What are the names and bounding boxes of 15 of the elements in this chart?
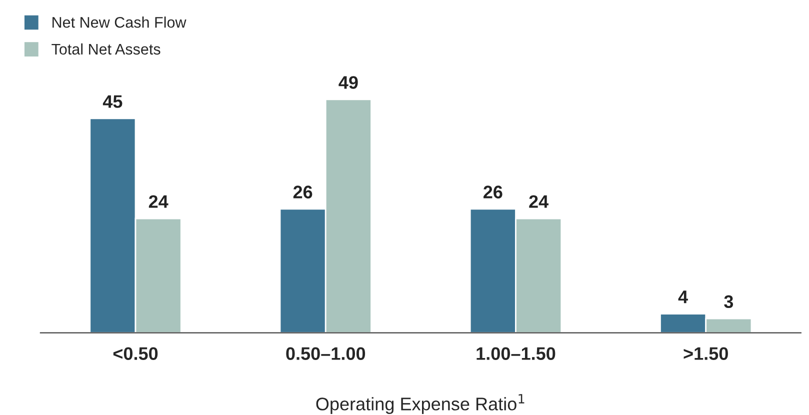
legend-label: Total Net Assets [52,43,160,55]
data-label: 24 [148,195,168,208]
data-label: 4 [678,290,688,304]
x-tick-label: <0.50 [113,347,158,360]
data-label: 26 [293,186,312,198]
x-tick-label: >1.50 [684,347,728,360]
x-axis-title: Operating Expense Ratio$^{1}$ [316,394,524,414]
legend-label: Net New Cash Flow [52,16,186,28]
x-tick-label: 0.50–1.00 [286,347,366,360]
data-label: 45 [102,95,122,108]
data-label: 26 [484,186,502,198]
data-label: 3 [724,295,734,308]
data-label: 49 [338,76,358,89]
data-label: 24 [529,195,548,208]
x-tick-label: 1.00–1.50 [476,347,556,360]
